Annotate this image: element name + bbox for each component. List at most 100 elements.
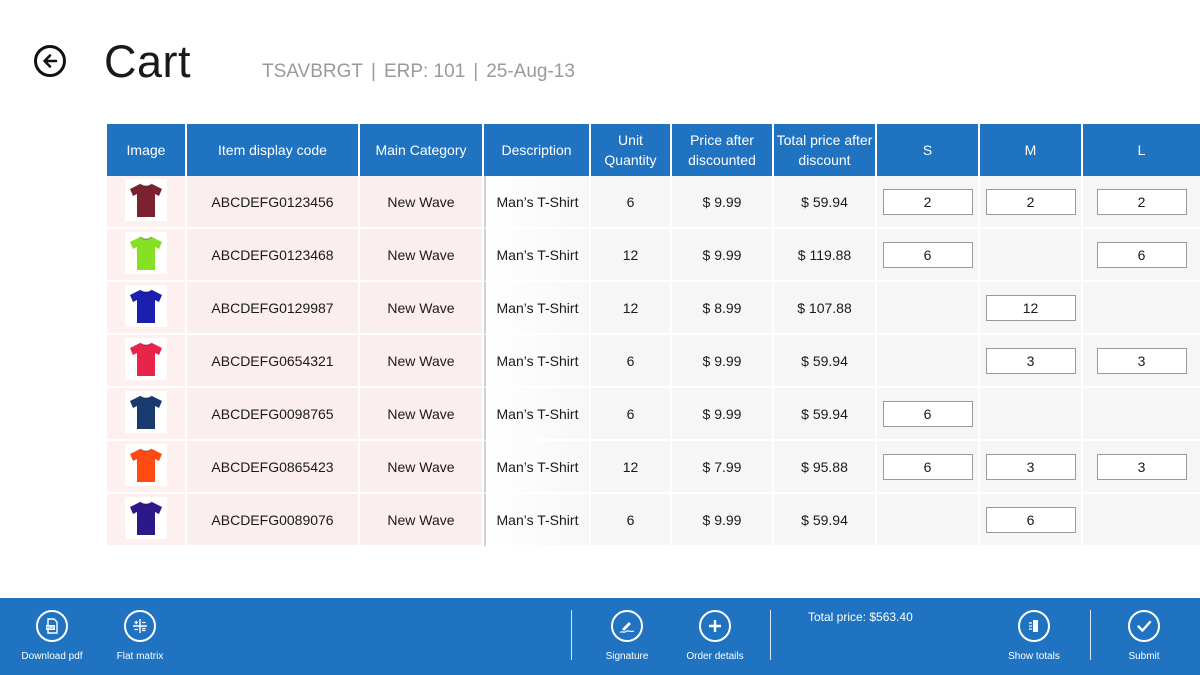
- unit-quantity: 6: [591, 176, 672, 229]
- matrix-icon: [133, 619, 147, 633]
- svg-text:PDF: PDF: [47, 625, 56, 630]
- table-header-row: Image Item display code Main Category De…: [107, 124, 1200, 176]
- download-pdf-button[interactable]: PDF Download pdf: [7, 610, 97, 662]
- size-l-quantity-input[interactable]: [1096, 453, 1187, 480]
- total-price-cell: $ 59.94: [774, 176, 877, 229]
- size-s-quantity-input[interactable]: [882, 241, 973, 268]
- tshirt-image: [125, 232, 167, 274]
- totals-icon: [1029, 620, 1038, 632]
- total-price-cell: $ 107.88: [774, 282, 877, 335]
- app-bar-divider: [770, 610, 771, 660]
- description: Man’s T-Shirt: [484, 282, 591, 335]
- size-s-cell: [877, 494, 980, 547]
- unit-quantity: 6: [591, 388, 672, 441]
- size-l-quantity-input[interactable]: [1096, 347, 1187, 374]
- discounted-price: $ 8.99: [672, 282, 774, 335]
- product-image-cell: [107, 335, 187, 388]
- size-m-quantity-input[interactable]: [985, 347, 1076, 374]
- size-l-cell: [1083, 494, 1200, 547]
- size-m-cell: [980, 441, 1083, 494]
- size-m-quantity-input[interactable]: [985, 453, 1076, 480]
- submit-label: Submit: [1128, 651, 1160, 662]
- submit-button[interactable]: Submit: [1099, 610, 1189, 662]
- back-button[interactable]: [34, 45, 66, 77]
- order-date: 25-Aug-13: [486, 61, 575, 82]
- description: Man’s T-Shirt: [484, 229, 591, 282]
- description: Man’s T-Shirt: [484, 494, 591, 547]
- column-header-size-s[interactable]: S: [877, 124, 980, 176]
- size-m-quantity-input[interactable]: [985, 506, 1076, 533]
- cart-table-body: ABCDEFG0123456 New Wave Man’s T-Shirt 6 $ 9.…: [107, 176, 1200, 547]
- tshirt-image: [125, 179, 167, 221]
- size-m-quantity-input[interactable]: [985, 294, 1076, 321]
- total-price-cell: $ 59.94: [774, 494, 877, 547]
- column-header-unit-quantity[interactable]: Unit Quantity: [591, 124, 672, 176]
- item-code: ABCDEFG0865423: [187, 441, 360, 494]
- product-image-cell: [107, 388, 187, 441]
- order-details-button[interactable]: Order details: [670, 610, 760, 662]
- size-l-cell: [1083, 282, 1200, 335]
- main-category: New Wave: [360, 441, 484, 494]
- size-s-cell: [877, 335, 980, 388]
- flat-matrix-label: Flat matrix: [116, 651, 164, 662]
- column-header-total[interactable]: Total price after discount: [774, 124, 877, 176]
- column-header-category[interactable]: Main Category: [360, 124, 484, 176]
- size-m-quantity-input[interactable]: [985, 188, 1076, 215]
- description: Man’s T-Shirt: [484, 388, 591, 441]
- column-header-item-code[interactable]: Item display code: [187, 124, 360, 176]
- product-image-cell: [107, 176, 187, 229]
- table-row[interactable]: ABCDEFG0089076 New Wave Man’s T-Shirt 6 $ 9.…: [107, 494, 1200, 547]
- check-icon: [1137, 620, 1152, 632]
- main-category: New Wave: [360, 335, 484, 388]
- item-code: ABCDEFG0089076: [187, 494, 360, 547]
- column-header-image[interactable]: Image: [107, 124, 187, 176]
- table-row[interactable]: ABCDEFG0123456 New Wave Man’s T-Shirt 6 $ 9.…: [107, 176, 1200, 229]
- discounted-price: $ 9.99: [672, 388, 774, 441]
- flat-matrix-button[interactable]: Flat matrix: [95, 610, 185, 662]
- unit-quantity: 12: [591, 441, 672, 494]
- size-s-quantity-input[interactable]: [882, 400, 973, 427]
- plus-icon: [709, 620, 721, 632]
- column-header-size-m[interactable]: M: [980, 124, 1083, 176]
- tshirt-image: [125, 444, 167, 486]
- page-title: Cart: [104, 36, 192, 87]
- app-bar-divider: [1090, 610, 1091, 660]
- product-image-cell: [107, 229, 187, 282]
- size-s-quantity-input[interactable]: [882, 453, 973, 480]
- total-price-cell: $ 59.94: [774, 335, 877, 388]
- size-s-quantity-input[interactable]: [882, 188, 973, 215]
- discounted-price: $ 9.99: [672, 494, 774, 547]
- table-row[interactable]: ABCDEFG0129987 New Wave Man’s T-Shirt 12 $ 8…: [107, 282, 1200, 335]
- column-header-size-l[interactable]: L: [1083, 124, 1200, 176]
- size-l-cell: [1083, 335, 1200, 388]
- tshirt-image: [125, 338, 167, 380]
- item-code: ABCDEFG0129987: [187, 282, 360, 335]
- discounted-price: $ 9.99: [672, 176, 774, 229]
- table-row[interactable]: ABCDEFG0098765 New Wave Man’s T-Shirt 6 $ 9.…: [107, 388, 1200, 441]
- size-m-cell: [980, 176, 1083, 229]
- size-m-cell: [980, 494, 1083, 547]
- main-category: New Wave: [360, 282, 484, 335]
- size-s-cell: [877, 388, 980, 441]
- size-s-cell: [877, 441, 980, 494]
- signature-button[interactable]: Signature: [582, 610, 672, 662]
- size-l-quantity-input[interactable]: [1096, 241, 1187, 268]
- table-row[interactable]: ABCDEFG0865423 New Wave Man’s T-Shirt 12 $ 7…: [107, 441, 1200, 494]
- discounted-price: $ 9.99: [672, 335, 774, 388]
- main-category: New Wave: [360, 494, 484, 547]
- pdf-icon: PDF: [46, 618, 58, 634]
- show-totals-button[interactable]: Show totals: [989, 610, 1079, 662]
- erp-number: ERP: 101: [383, 61, 466, 82]
- size-m-cell: [980, 282, 1083, 335]
- table-row[interactable]: ABCDEFG0654321 New Wave Man’s T-Shirt 6 $ 9.…: [107, 335, 1200, 388]
- order-details-label: Order details: [686, 651, 744, 662]
- column-header-price[interactable]: Price after discounted: [672, 124, 774, 176]
- app-bar-divider: [571, 610, 572, 660]
- table-row[interactable]: ABCDEFG0123468 New Wave Man’s T-Shirt 12 $ 9…: [107, 229, 1200, 282]
- store-code: TSAVBRGT: [262, 61, 363, 82]
- size-l-quantity-input[interactable]: [1096, 188, 1187, 215]
- arrow-left-icon: [43, 54, 58, 68]
- size-l-cell: [1083, 441, 1200, 494]
- item-code: ABCDEFG0123456: [187, 176, 360, 229]
- column-header-description[interactable]: Description: [484, 124, 591, 176]
